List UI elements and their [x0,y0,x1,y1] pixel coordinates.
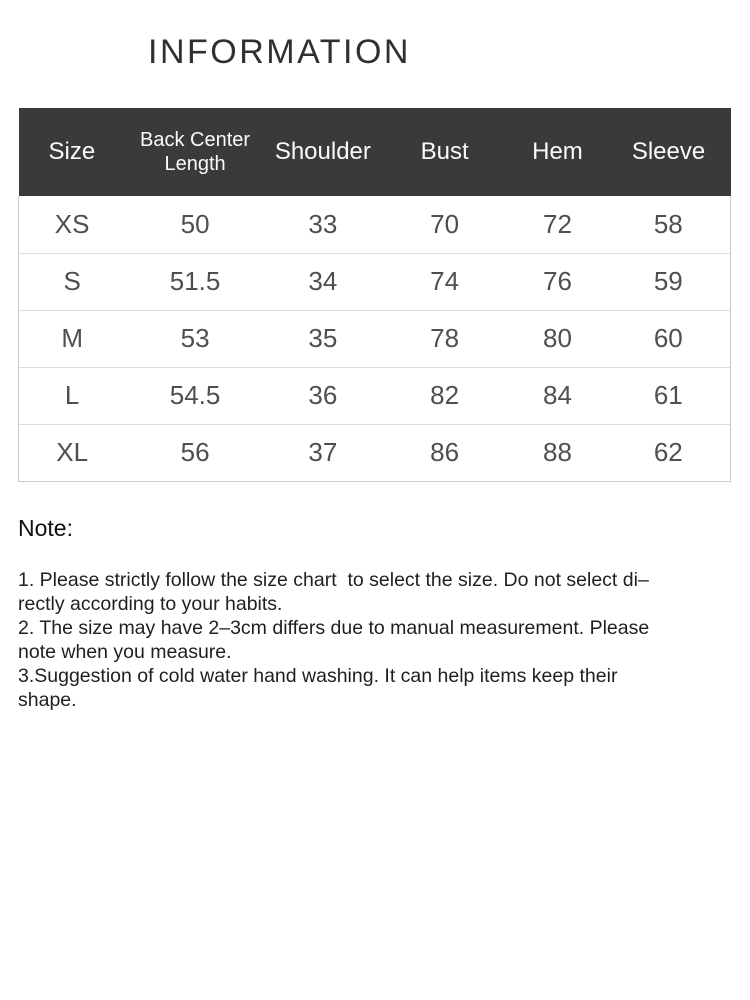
note-line-2b: note when you measure. [18,640,232,663]
note-body: 1. Please strictly follow the size chart… [18,568,732,712]
value-cell: 59 [606,252,731,310]
value-cell: 37 [264,423,381,482]
value-cell: 54.5 [125,366,265,424]
value-cell: 56 [125,423,265,482]
table-row-s: S 51.5 34 74 76 59 [18,252,731,310]
value-cell: 36 [264,366,381,424]
size-chart-body: XS 50 33 70 72 58 S 51.5 34 74 76 59 M 5… [18,196,731,482]
header-cell-hem: Hem [508,108,607,196]
value-cell: 84 [508,366,607,424]
value-cell: 74 [380,252,509,310]
note-line-3a: 3.Suggestion of cold water hand washing.… [18,664,618,687]
note-section: Note: 1. Please strictly follow the size… [18,514,732,712]
value-cell: 33 [264,196,381,253]
note-heading: Note: [18,514,73,541]
size-label: M [18,309,126,367]
value-cell: 70 [380,196,509,253]
value-cell: 61 [606,366,731,424]
value-cell: 35 [264,309,381,367]
note-line-2a: 2. The size may have 2–3cm differs due t… [18,616,650,639]
size-label: L [18,366,126,424]
page-title: INFORMATION [148,33,411,71]
header-cell-bust: Bust [380,108,509,196]
value-cell: 72 [508,196,607,253]
note-line-1a: 1. Please strictly follow the size chart… [18,568,649,591]
header-cell-back-center-length: Back Center Length [125,108,265,196]
value-cell: 51.5 [125,252,265,310]
value-cell: 60 [606,309,731,367]
value-cell: 78 [380,309,509,367]
note-line-1b: rectly according to your habits. [18,592,283,615]
value-cell: 50 [125,196,265,253]
header-cell-size: Size [18,108,126,196]
table-row-m: M 53 35 78 80 60 [18,309,731,367]
size-label: XS [18,196,126,253]
value-cell: 82 [380,366,509,424]
size-label: S [18,252,126,310]
value-cell: 88 [508,423,607,482]
value-cell: 62 [606,423,731,482]
table-row-xl: XL 56 37 86 88 62 [18,423,731,482]
size-chart-table: Size Back Center Length Shoulder Bust He… [18,108,731,482]
header-cell-shoulder: Shoulder [264,108,381,196]
value-cell: 53 [125,309,265,367]
value-cell: 80 [508,309,607,367]
table-row-xs: XS 50 33 70 72 58 [18,196,731,253]
table-row-l: L 54.5 36 82 84 61 [18,366,731,424]
note-line-3b: shape. [18,688,77,711]
header-cell-sleeve: Sleeve [606,108,731,196]
size-label: XL [18,423,126,482]
value-cell: 58 [606,196,731,253]
size-chart-header: Size Back Center Length Shoulder Bust He… [18,108,731,196]
value-cell: 34 [264,252,381,310]
header-row: Size Back Center Length Shoulder Bust He… [18,108,731,196]
value-cell: 86 [380,423,509,482]
value-cell: 76 [508,252,607,310]
